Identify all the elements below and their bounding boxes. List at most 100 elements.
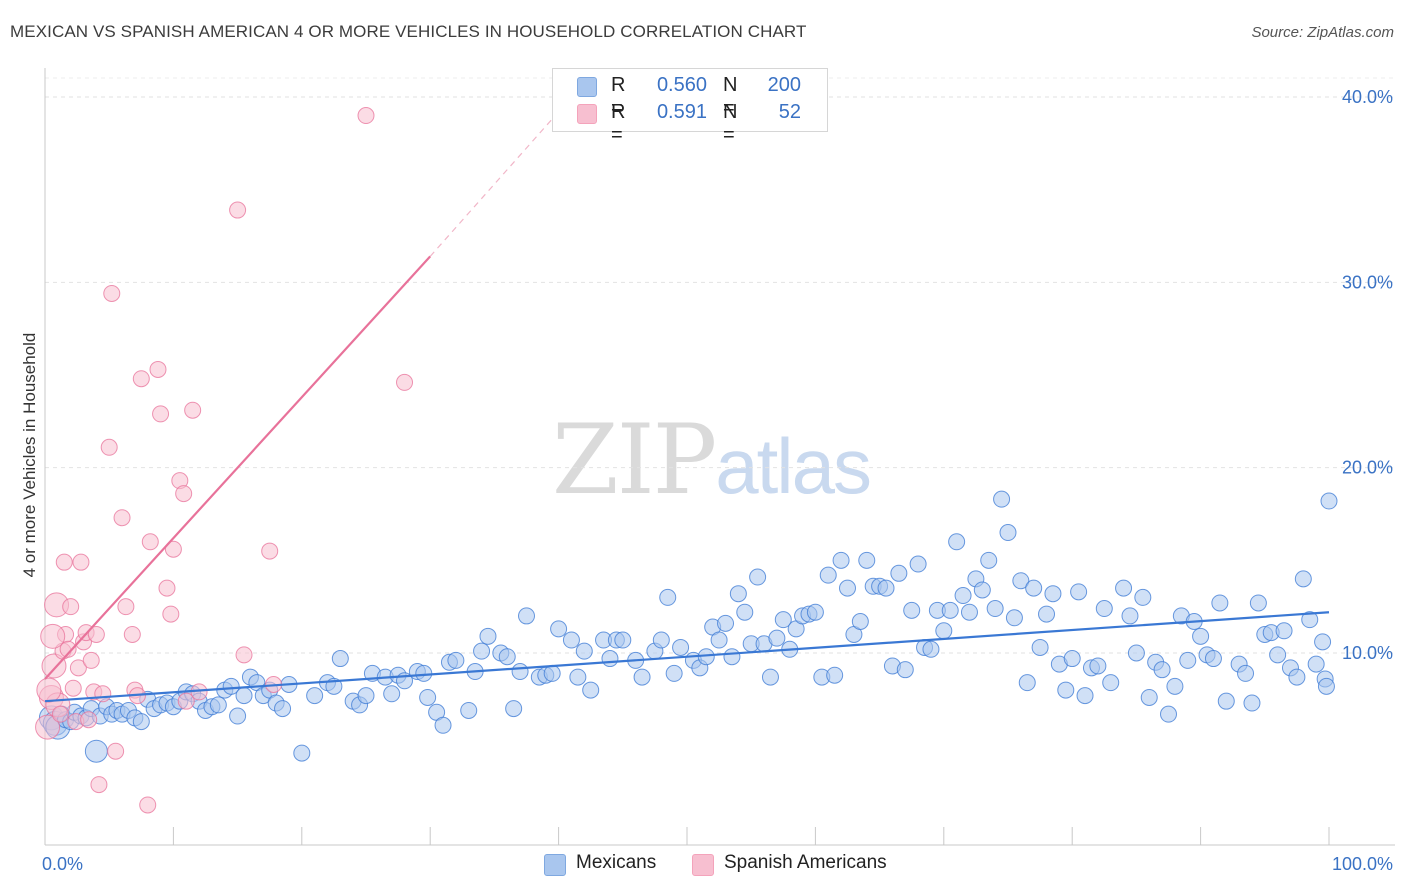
y-tick-label: 30.0% (1342, 272, 1393, 292)
point-mexicans (1044, 585, 1062, 603)
point-spanish-americans (94, 685, 112, 703)
trend-extension-spanish-americans (429, 111, 560, 257)
point-mexicans (980, 551, 998, 569)
legend-n-value: 200 (767, 74, 801, 96)
point-mexicans (941, 601, 959, 619)
point-mexicans (1320, 492, 1338, 510)
point-spanish-americans (162, 605, 180, 623)
trend-line-spanish-americans (44, 255, 432, 680)
point-mexicans (710, 631, 728, 649)
tick-labels: 10.0% 20.0% 30.0% 40.0% 0.0% 100.0% (42, 87, 1393, 874)
point-spanish-americans (51, 705, 69, 723)
point-spanish-americans (229, 201, 247, 219)
point-spanish-americans (62, 598, 80, 616)
point-mexicans (1166, 677, 1184, 695)
point-mexicans (948, 533, 966, 551)
series-legend: Mexicans Spanish Americans (0, 850, 1406, 880)
point-spanish-americans (82, 651, 100, 669)
point-mexicans (1243, 694, 1261, 712)
point-mexicans (306, 687, 324, 705)
point-mexicans (460, 701, 478, 719)
point-mexicans (447, 651, 465, 669)
point-mexicans (562, 631, 580, 649)
point-mexicans (1307, 655, 1325, 673)
point-mexicans (1294, 570, 1312, 588)
point-mexicans (826, 666, 844, 684)
point-mexicans (736, 603, 754, 621)
point-mexicans (896, 661, 914, 679)
point-mexicans (723, 648, 741, 666)
point-mexicans (293, 744, 311, 762)
point-spanish-americans (261, 542, 279, 560)
point-spanish-americans (103, 284, 121, 302)
point-spanish-americans (132, 370, 150, 388)
point-spanish-americans (235, 646, 253, 664)
point-mexicans (1301, 611, 1319, 629)
point-mexicans (601, 650, 619, 668)
point-mexicans (209, 696, 227, 714)
point-mexicans (851, 612, 869, 630)
point-mexicans (543, 664, 561, 682)
point-mexicans (1063, 650, 1081, 668)
point-mexicans (1076, 687, 1094, 705)
point-mexicans (1140, 688, 1158, 706)
point-mexicans (1025, 579, 1043, 597)
point-mexicans (903, 601, 921, 619)
point-spanish-americans (107, 742, 125, 760)
legend-r-value: 0.591 (656, 101, 707, 123)
point-mexicans (383, 685, 401, 703)
point-mexicans (819, 566, 837, 584)
point-mexicans (1070, 583, 1088, 601)
point-mexicans (357, 687, 375, 705)
point-spanish-americans (164, 540, 182, 558)
point-spanish-americans (59, 640, 77, 658)
point-mexicans (132, 713, 150, 731)
point-mexicans (839, 579, 856, 597)
legend-swatch-spanish-americans (577, 104, 597, 124)
point-spanish-americans (152, 405, 170, 423)
point-mexicans (922, 640, 940, 658)
point-mexicans (415, 664, 433, 682)
point-mexicans (1269, 646, 1287, 664)
point-mexicans (672, 638, 690, 656)
point-mexicans (1089, 657, 1107, 675)
point-mexicans (84, 739, 108, 763)
point-spanish-americans (36, 677, 62, 703)
y-tick-label: 10.0% (1342, 643, 1393, 663)
point-mexicans (331, 650, 349, 668)
point-mexicans (434, 716, 452, 734)
axes: 4 or more Vehicles in Household (20, 68, 1395, 846)
legend-n-label: N = (723, 101, 738, 146)
point-mexicans (569, 668, 587, 686)
watermark: ZIPatlas (552, 404, 872, 516)
point-spanish-americans (40, 623, 66, 649)
point-mexicans (1249, 594, 1267, 612)
point-spanish-americans (64, 679, 82, 697)
point-mexicans (1317, 677, 1335, 695)
point-mexicans (1018, 674, 1036, 692)
point-mexicans (1005, 609, 1023, 627)
x-tick-label: 0.0% (42, 854, 83, 874)
point-mexicans (1275, 622, 1293, 640)
point-mexicans (1127, 644, 1145, 662)
correlation-legend: R = 0.560 N = 200 R = 0.591 N = 52 (552, 68, 828, 146)
point-mexicans (659, 588, 677, 606)
legend-r-label: R = (611, 74, 626, 119)
x-tick-label: 100.0% (1332, 854, 1393, 874)
point-mexicans (999, 524, 1017, 542)
point-mexicans (1179, 651, 1197, 669)
legend-n-value: 52 (778, 101, 801, 123)
point-mexicans (877, 579, 895, 597)
point-mexicans (858, 551, 876, 569)
point-spanish-americans (184, 401, 202, 419)
point-mexicans (498, 648, 516, 666)
point-spanish-americans (139, 796, 157, 814)
point-mexicans (274, 700, 292, 718)
point-mexicans (1012, 572, 1030, 590)
point-mexicans (419, 688, 437, 706)
point-spanish-americans (113, 509, 131, 527)
y-tick-label: 40.0% (1342, 87, 1393, 107)
point-mexicans (1217, 692, 1235, 710)
trend-lines (44, 111, 1330, 703)
point-mexicans (768, 629, 786, 647)
